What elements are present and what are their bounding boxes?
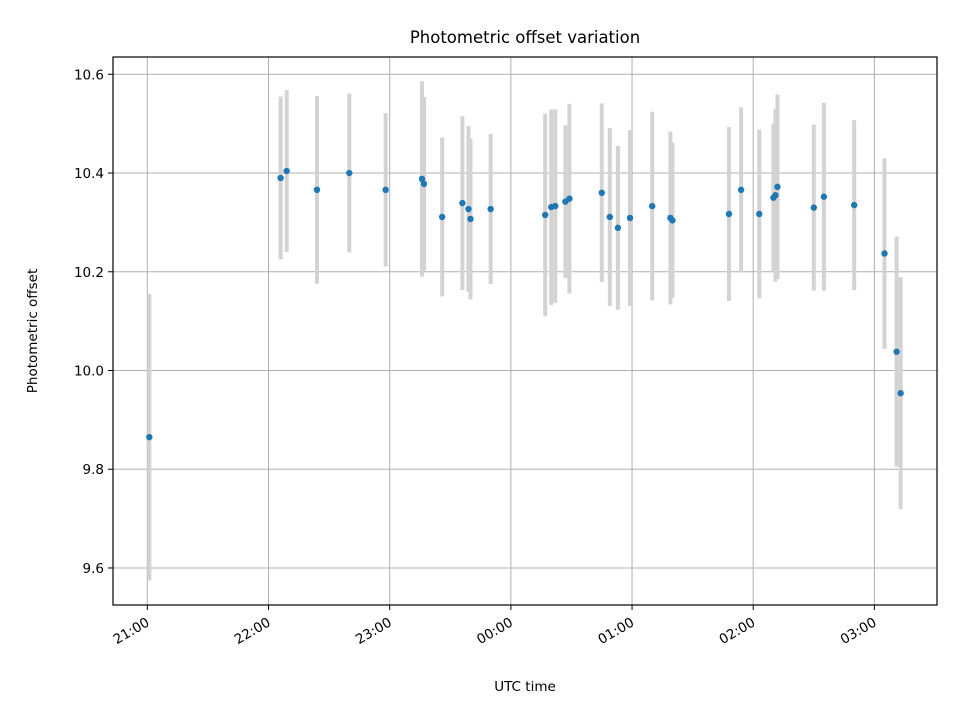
data-point bbox=[725, 210, 733, 218]
data-point bbox=[438, 213, 446, 221]
data-point bbox=[467, 215, 474, 223]
error-bars bbox=[147, 81, 903, 581]
data-point bbox=[146, 433, 153, 441]
data-point bbox=[283, 167, 290, 175]
data-point bbox=[881, 250, 888, 257]
x-axis: 21:00 22:00 23:00 00:00 01:00 02:00 03:00 bbox=[111, 605, 880, 648]
x-tick-label: 02:00 bbox=[717, 615, 759, 648]
x-tick-label: 22:00 bbox=[232, 615, 274, 648]
grid bbox=[113, 57, 937, 605]
x-axis-label: UTC time bbox=[494, 679, 556, 695]
data-points bbox=[146, 167, 904, 441]
x-tick-label: 23:00 bbox=[353, 615, 395, 648]
y-tick-label: 10.6 bbox=[74, 67, 104, 83]
y-tick-label: 10.2 bbox=[74, 265, 104, 281]
x-tick-label: 03:00 bbox=[838, 615, 880, 648]
data-point bbox=[820, 193, 828, 200]
x-tick-label: 01:00 bbox=[595, 615, 637, 648]
plot-frame bbox=[112, 56, 938, 606]
data-point bbox=[382, 186, 389, 194]
data-point bbox=[893, 348, 900, 355]
data-point bbox=[277, 174, 284, 182]
data-point bbox=[756, 210, 763, 218]
data-point bbox=[669, 217, 676, 224]
data-point bbox=[566, 195, 573, 202]
data-point bbox=[487, 205, 494, 213]
data-point bbox=[850, 201, 858, 209]
data-point bbox=[465, 205, 472, 213]
data-point bbox=[897, 390, 904, 397]
data-point bbox=[626, 214, 634, 222]
x-tick-label: 21:00 bbox=[111, 615, 153, 648]
data-point bbox=[418, 175, 426, 183]
data-point bbox=[772, 192, 779, 199]
data-point bbox=[774, 183, 781, 191]
data-point bbox=[459, 199, 466, 207]
y-tick-label: 10.0 bbox=[74, 363, 104, 379]
data-point bbox=[598, 189, 605, 196]
data-point bbox=[614, 224, 622, 232]
y-axis: 9.6 9.8 10.0 10.2 10.4 10.6 bbox=[74, 67, 113, 577]
data-point bbox=[606, 213, 614, 221]
x-tick-label: 00:00 bbox=[474, 615, 516, 648]
data-point bbox=[810, 204, 818, 211]
y-tick-label: 9.6 bbox=[83, 561, 104, 577]
y-axis-label: Photometric offset bbox=[25, 269, 41, 393]
chart-title: Photometric offset variation bbox=[410, 28, 640, 47]
y-tick-label: 9.8 bbox=[83, 462, 104, 478]
y-tick-label: 10.4 bbox=[74, 166, 104, 182]
data-point bbox=[649, 202, 656, 210]
data-point bbox=[346, 169, 353, 177]
data-point bbox=[541, 211, 549, 219]
data-point bbox=[552, 202, 559, 210]
data-point bbox=[313, 186, 321, 194]
data-point bbox=[737, 186, 745, 194]
data-point bbox=[420, 180, 428, 188]
